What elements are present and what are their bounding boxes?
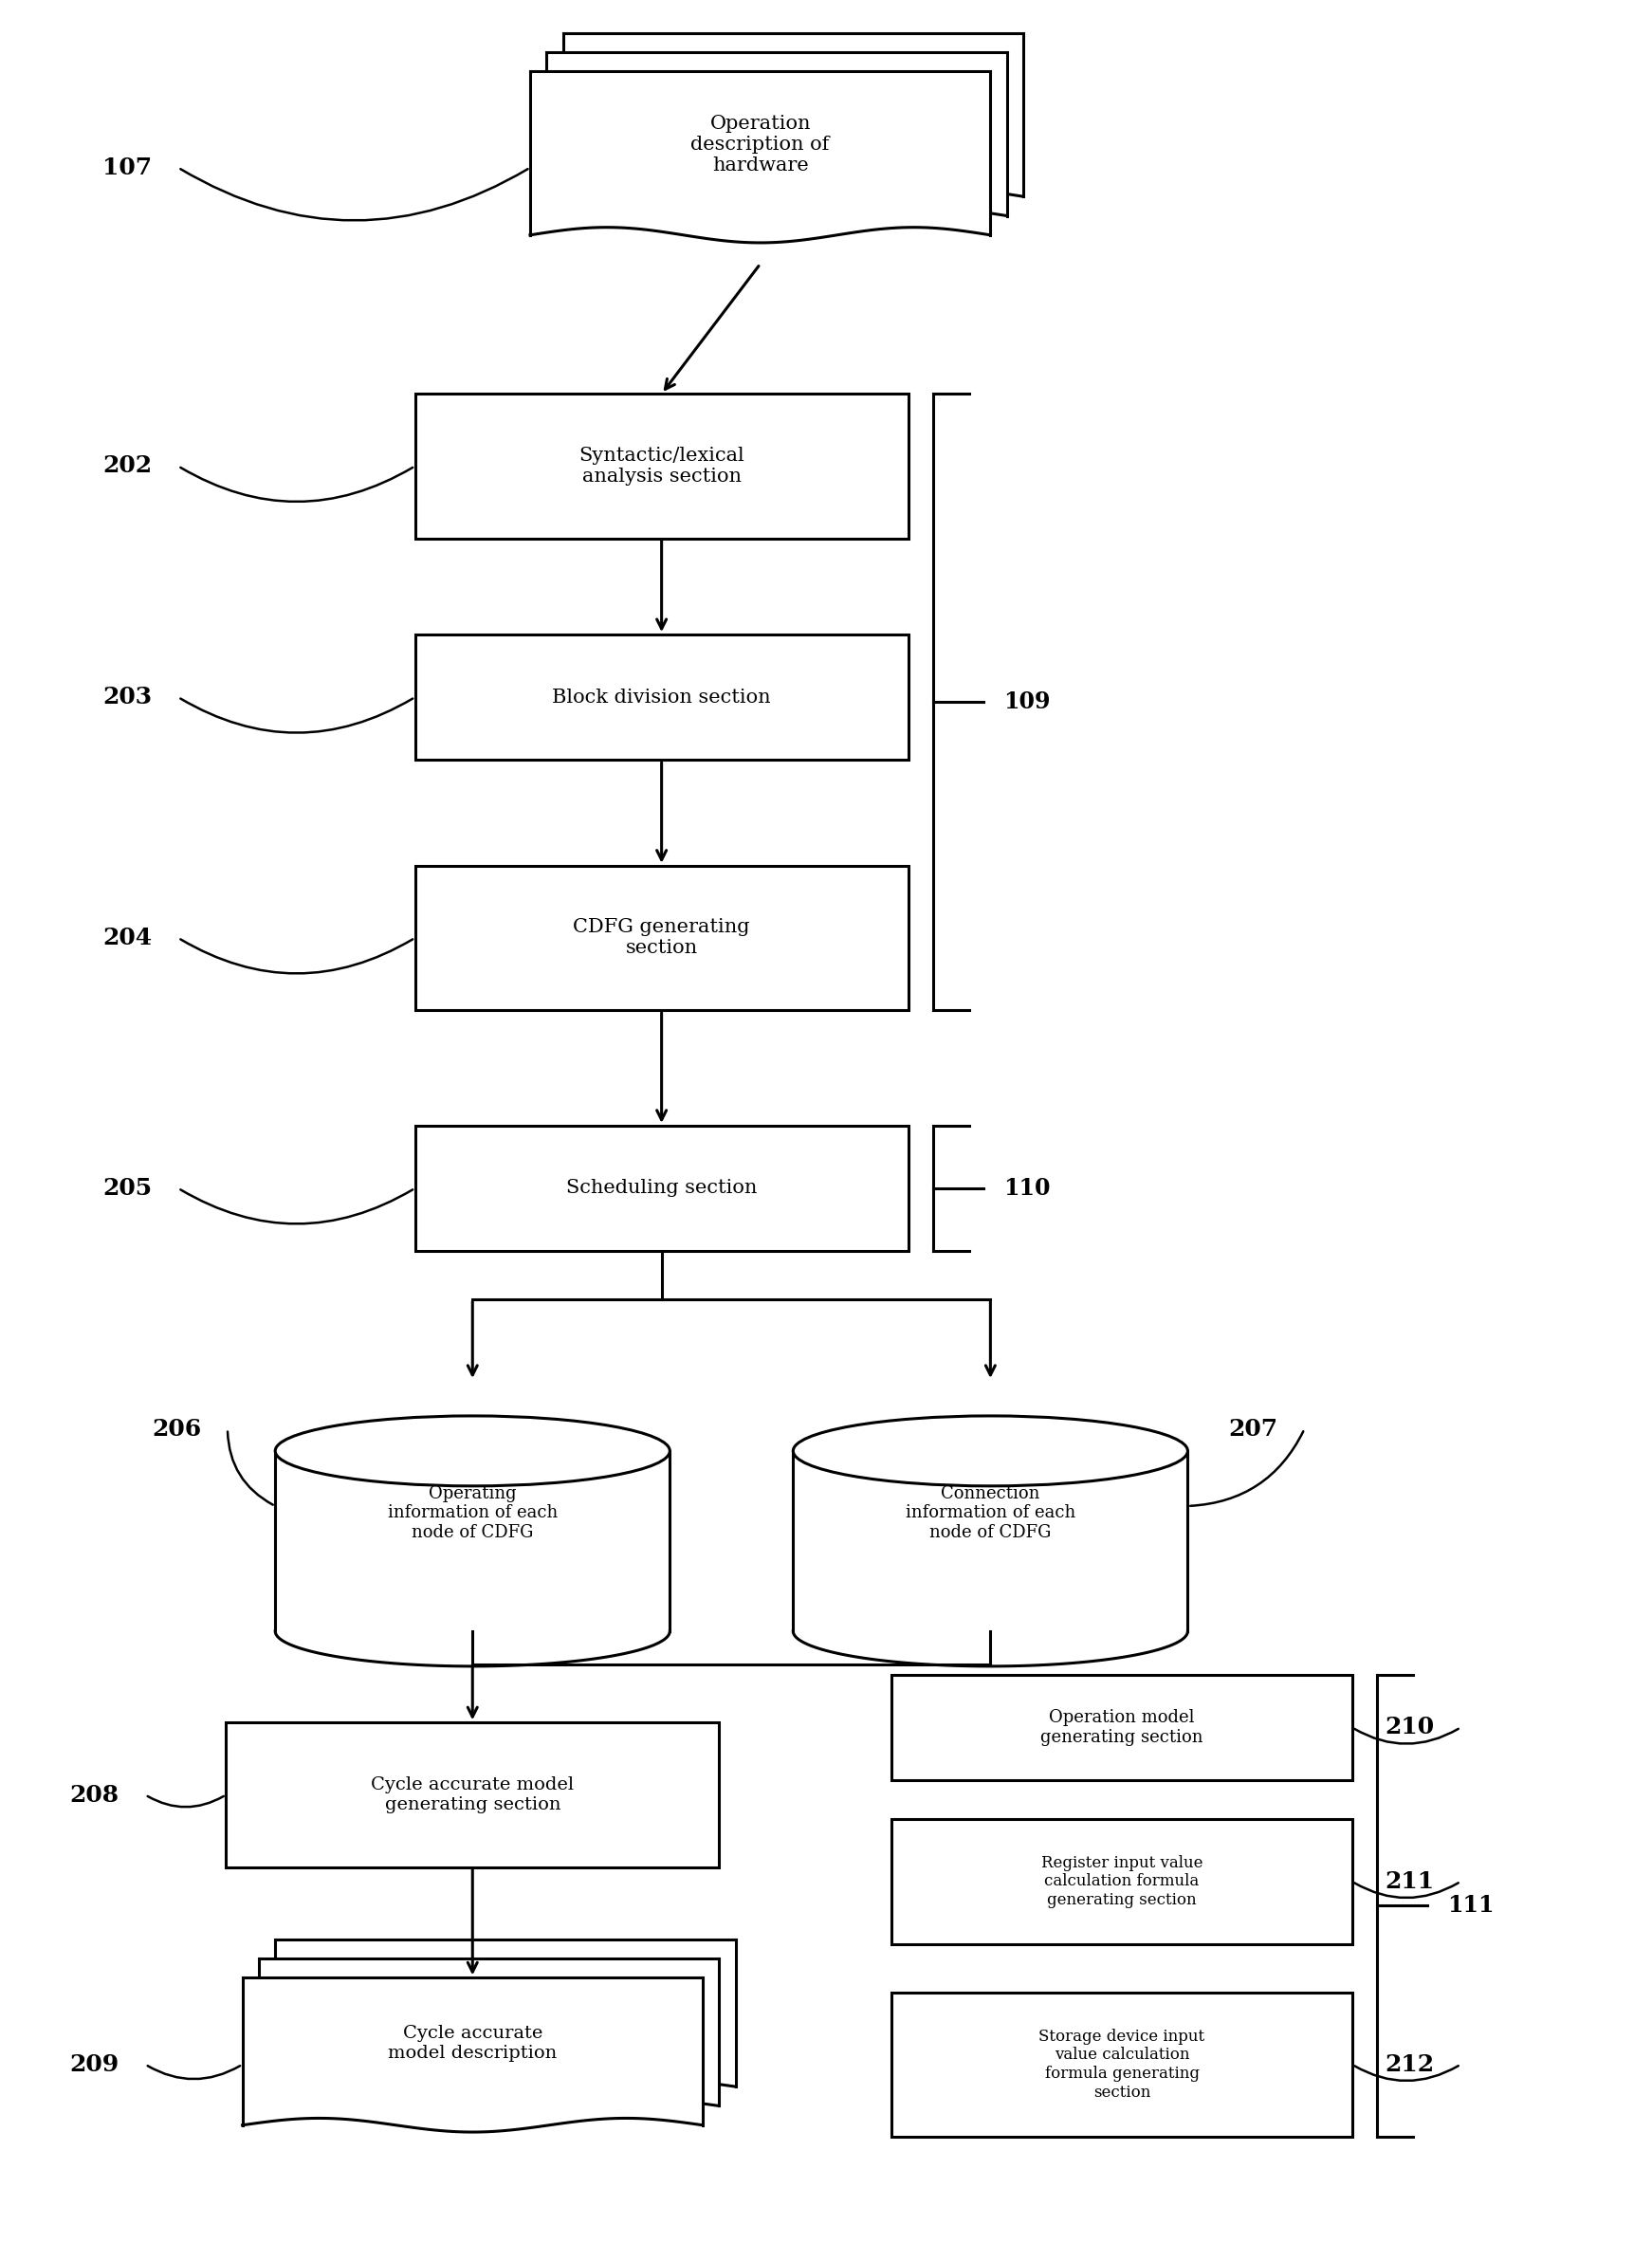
Text: Connection
information of each
node of CDFG: Connection information of each node of C…: [905, 1485, 1075, 1542]
Text: 206: 206: [152, 1418, 202, 1440]
Text: 210: 210: [1384, 1716, 1434, 1739]
Text: 209: 209: [69, 2053, 119, 2076]
Ellipse shape: [276, 1415, 669, 1485]
Text: 208: 208: [69, 1784, 119, 1807]
Text: Storage device input
value calculation
formula generating
section: Storage device input value calculation f…: [1039, 2028, 1204, 2100]
Text: Operating
information of each
node of CDFG: Operating information of each node of CD…: [388, 1485, 557, 1542]
Text: 207: 207: [1229, 1418, 1279, 1440]
Text: Operation model
generating section: Operation model generating section: [1041, 1709, 1203, 1745]
Bar: [892, 1818, 1351, 1944]
Text: 107: 107: [102, 156, 152, 179]
Bar: [243, 1978, 702, 2125]
Text: 111: 111: [1447, 1895, 1493, 1917]
Bar: [259, 1958, 719, 2105]
Bar: [547, 52, 1006, 215]
Bar: [530, 72, 991, 235]
Bar: [276, 1452, 669, 1630]
Text: Scheduling section: Scheduling section: [567, 1180, 757, 1198]
Text: 109: 109: [1003, 690, 1051, 714]
Text: 212: 212: [1384, 2053, 1434, 2076]
Text: Register input value
calculation formula
generating section: Register input value calculation formula…: [1041, 1854, 1203, 1908]
Text: 203: 203: [102, 685, 152, 708]
Text: 110: 110: [1003, 1178, 1051, 1201]
Bar: [415, 866, 909, 1011]
Bar: [415, 635, 909, 760]
Text: 204: 204: [102, 927, 152, 950]
Text: Operation
description of
hardware: Operation description of hardware: [691, 115, 829, 174]
Bar: [892, 1675, 1351, 1779]
Text: Cycle accurate model
generating section: Cycle accurate model generating section: [372, 1777, 573, 1813]
Bar: [892, 1992, 1351, 2137]
Bar: [226, 1723, 719, 1868]
Bar: [415, 1126, 909, 1250]
Bar: [415, 393, 909, 538]
Text: 205: 205: [102, 1178, 152, 1201]
Ellipse shape: [793, 1415, 1188, 1485]
Text: Syntactic/lexical
analysis section: Syntactic/lexical analysis section: [578, 448, 745, 486]
Text: 202: 202: [102, 454, 152, 477]
Bar: [276, 1940, 735, 2087]
Bar: [793, 1452, 1188, 1630]
Text: 211: 211: [1384, 1870, 1434, 1892]
Text: CDFG generating
section: CDFG generating section: [573, 918, 750, 956]
Bar: [563, 34, 1023, 197]
Text: Block division section: Block division section: [552, 687, 771, 705]
Text: Cycle accurate
model description: Cycle accurate model description: [388, 2026, 557, 2062]
